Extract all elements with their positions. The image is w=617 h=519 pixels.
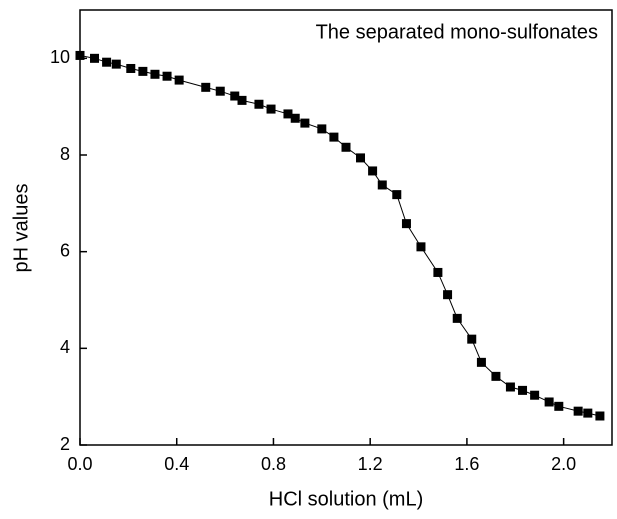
data-point	[573, 406, 583, 416]
data-point	[554, 401, 564, 411]
data-point	[102, 57, 112, 67]
x-tick-label: 0.8	[261, 454, 286, 474]
data-point	[237, 95, 247, 105]
data-point	[290, 113, 300, 123]
data-point	[126, 63, 136, 73]
y-axis-label: pH values	[10, 184, 32, 273]
data-point	[283, 109, 293, 119]
data-point	[138, 66, 148, 76]
data-point	[401, 219, 411, 229]
data-point	[254, 99, 264, 109]
data-point	[476, 357, 486, 367]
data-point	[416, 242, 426, 252]
plot-frame	[79, 9, 613, 446]
data-point	[75, 50, 85, 60]
data-point	[595, 411, 605, 421]
data-point	[377, 180, 387, 190]
data-point	[368, 166, 378, 176]
data-point	[392, 190, 402, 200]
data-point	[90, 53, 100, 63]
data-point	[174, 75, 184, 85]
data-line	[79, 54, 601, 417]
y-tick-label: 10	[50, 47, 70, 67]
data-point	[491, 371, 501, 381]
data-point	[162, 71, 172, 81]
data-point	[356, 153, 366, 163]
data-point	[530, 390, 540, 400]
data-point	[230, 91, 240, 101]
data-point	[317, 124, 327, 134]
data-point	[443, 290, 453, 300]
x-axis-label: HCl solution (mL)	[269, 488, 423, 510]
x-tick-label: 1.6	[454, 454, 479, 474]
data-point	[329, 132, 339, 142]
data-point	[150, 69, 160, 79]
data-point	[201, 82, 211, 92]
y-tick-label: 2	[60, 434, 70, 454]
y-tick-label: 8	[60, 144, 70, 164]
data-point	[518, 385, 528, 395]
data-point	[266, 104, 276, 114]
data-point	[544, 397, 554, 407]
x-tick-label: 2.0	[551, 454, 576, 474]
data-point	[111, 59, 121, 69]
y-tick-label: 4	[60, 337, 70, 357]
x-tick-label: 0.4	[164, 454, 189, 474]
data-point	[215, 86, 225, 96]
data-point	[433, 267, 443, 277]
data-point	[341, 142, 351, 152]
data-point	[452, 313, 462, 323]
x-tick-label: 1.2	[358, 454, 383, 474]
annotation: The separated mono-sulfonates	[316, 21, 598, 43]
data-point	[300, 118, 310, 128]
y-tick-label: 6	[60, 240, 70, 260]
data-point	[505, 382, 515, 392]
x-tick-label: 0.0	[67, 454, 92, 474]
data-point	[467, 334, 477, 344]
data-point	[583, 408, 593, 418]
